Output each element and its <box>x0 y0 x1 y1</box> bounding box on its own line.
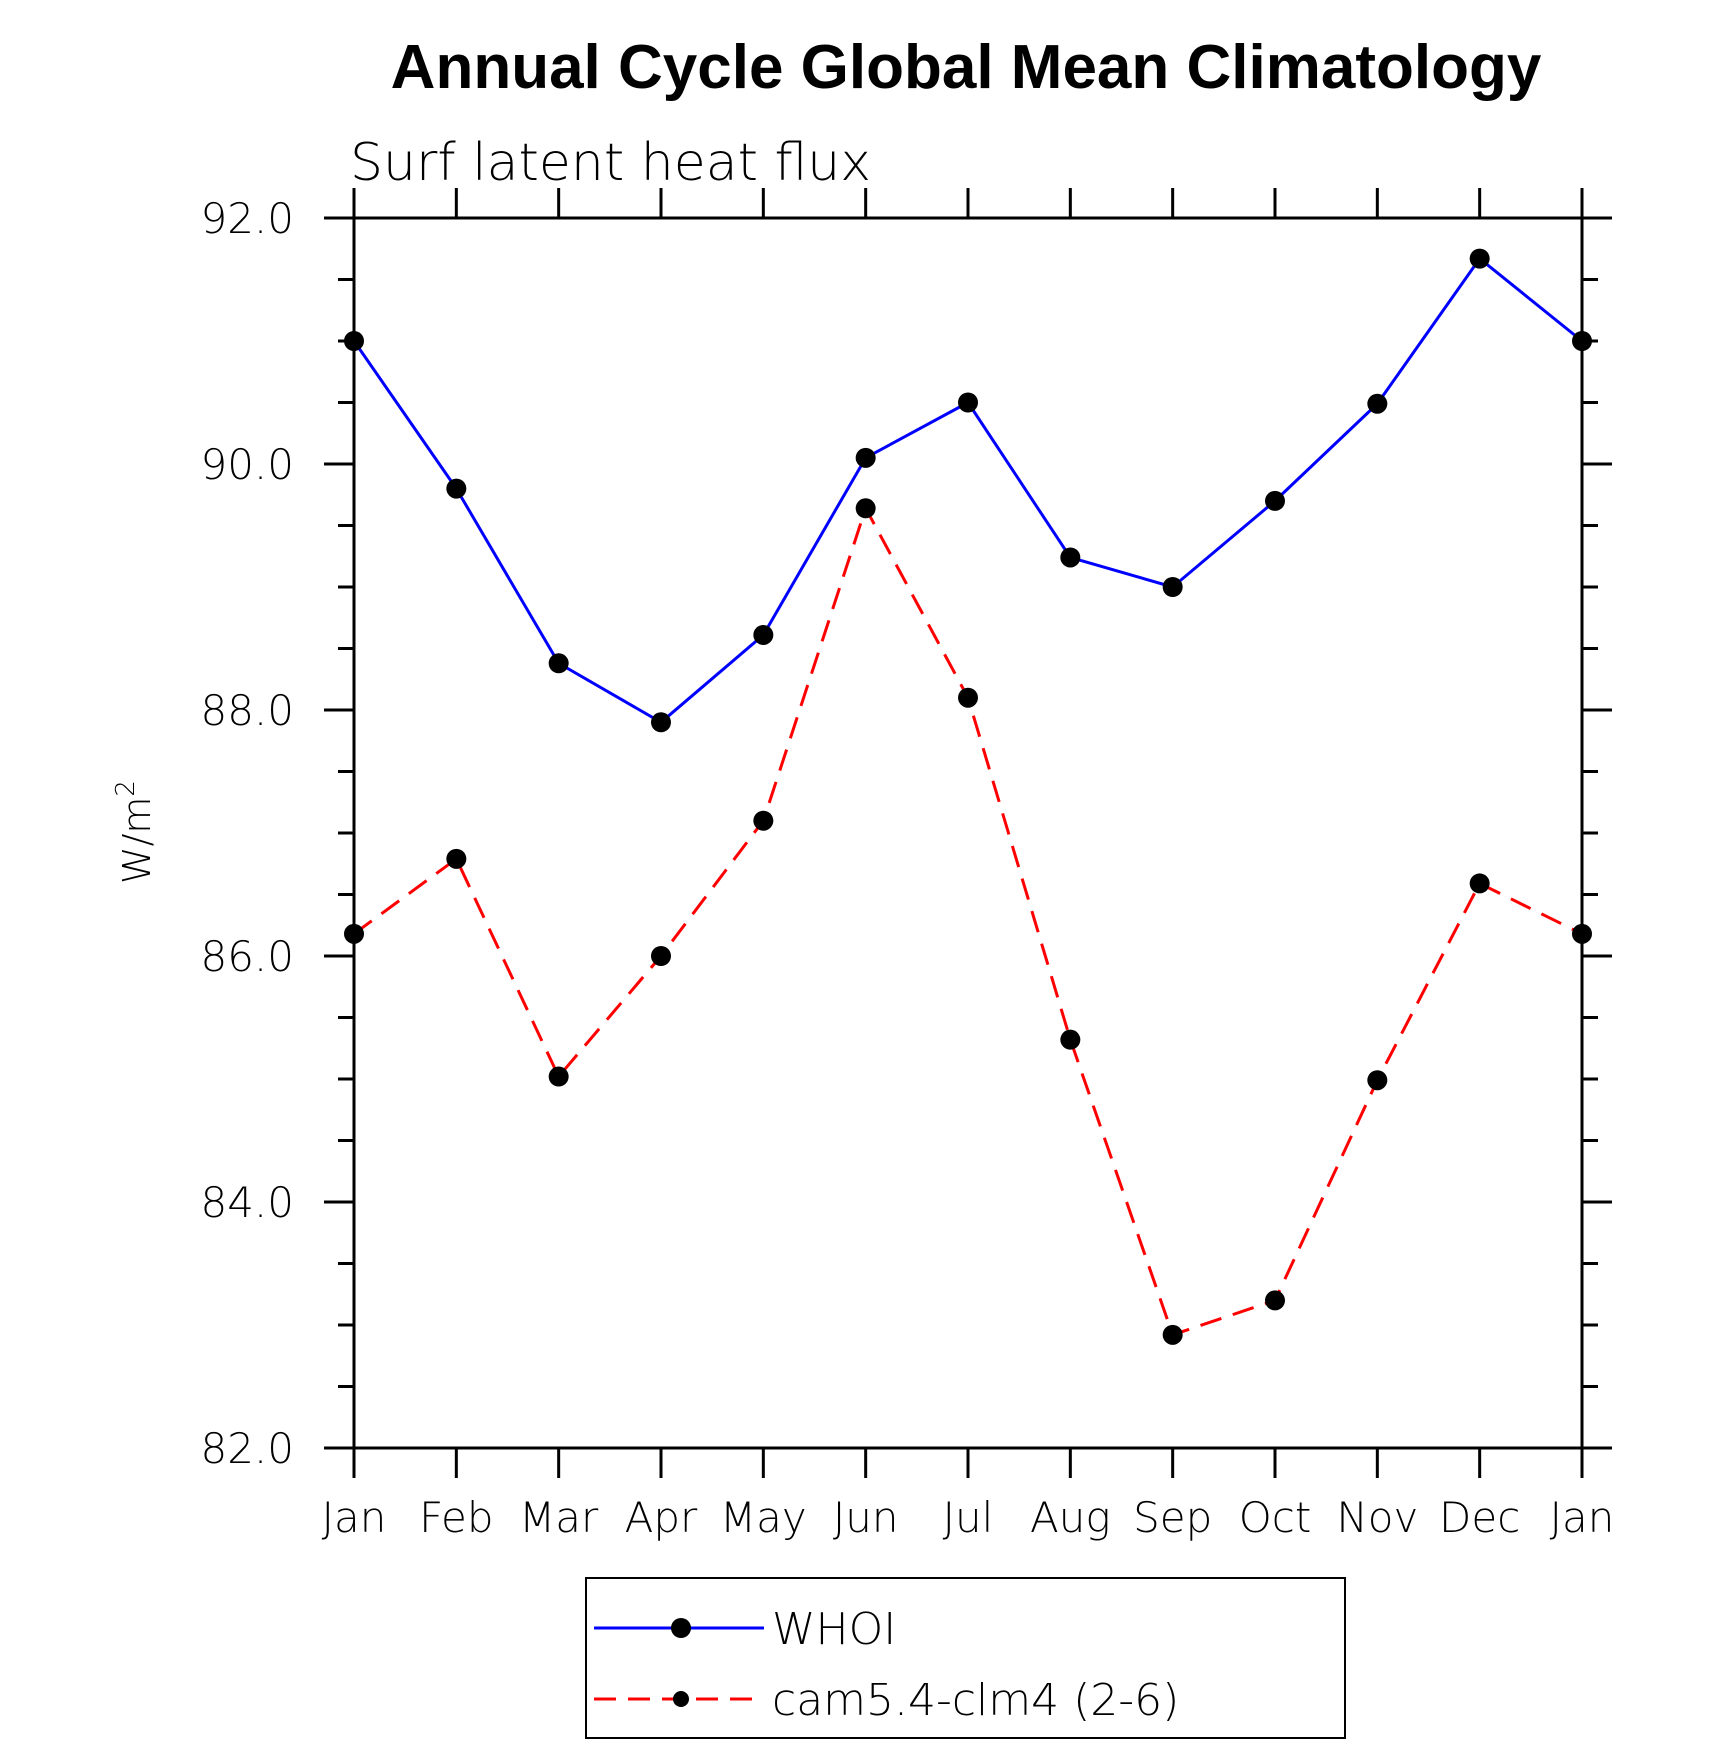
series-point-1 <box>446 848 467 869</box>
series-point-1 <box>1572 923 1592 944</box>
y-tick-label: 82.0 <box>200 1424 294 1473</box>
series-point-1 <box>855 498 876 519</box>
series-point-1 <box>651 946 671 966</box>
x-tick-label: May <box>720 1493 807 1542</box>
y-tick-label: 86.0 <box>200 932 294 981</box>
series-point-0 <box>958 392 978 413</box>
series-point-0 <box>548 653 569 674</box>
series-point-0 <box>1469 248 1490 269</box>
y-tick-labels: 82.0 84.0 86.0 88.0 90.0 92.0 <box>200 194 294 1473</box>
series-points <box>344 248 1592 1345</box>
legend: WHOI cam5.4-clm4 (2-6) <box>585 1577 1346 1739</box>
x-tick-label: Jun <box>833 1493 899 1542</box>
series-point-1 <box>753 810 774 831</box>
y-axis-label-superscript: 2 <box>111 780 141 797</box>
series-point-1 <box>1162 1324 1183 1345</box>
series-lines <box>352 257 1583 1337</box>
legend-marker-cam54-clm4 <box>673 1691 689 1707</box>
x-tick-label: Nov <box>1336 1493 1418 1542</box>
series-point-0 <box>1265 490 1285 511</box>
chart-title: Annual Cycle Global Mean Climatology <box>391 33 1542 102</box>
series-point-1 <box>1367 1070 1388 1091</box>
x-tick-label: Jan <box>322 1493 387 1542</box>
legend-label-whoi: WHOI <box>772 1604 896 1655</box>
legend-box <box>585 1577 1346 1739</box>
y-tick-label: 90.0 <box>200 440 294 489</box>
axes <box>324 188 1612 1478</box>
x-tick-label: Oct <box>1239 1493 1312 1542</box>
x-tick-label: Jan <box>1550 1493 1615 1542</box>
x-tick-label: Mar <box>519 1493 599 1542</box>
series-point-1 <box>1469 873 1490 894</box>
x-tick-label: Apr <box>625 1493 698 1542</box>
x-tick-label: Dec <box>1439 1493 1520 1542</box>
y-axis-label-main: W/m <box>115 797 159 884</box>
series-point-0 <box>1572 331 1592 351</box>
y-tick-label: 88.0 <box>200 686 294 735</box>
series-point-1 <box>344 923 364 944</box>
series-point-0 <box>1060 547 1081 568</box>
series-point-0 <box>1367 393 1388 414</box>
legend-label-cam54-clm4: cam5.4-clm4 (2-6) <box>772 1675 1179 1726</box>
series-point-0 <box>344 331 364 351</box>
x-tick-label: Feb <box>419 1493 493 1542</box>
y-tick-label: 92.0 <box>200 194 294 243</box>
chart-subtitle: Surf latent heat flux <box>350 133 871 193</box>
series-point-1 <box>548 1066 569 1087</box>
x-tick-labels: Jan Feb Mar Apr May Jun Jul Aug Sep Oct Nov Dec Jan <box>322 1493 1615 1542</box>
series-point-0 <box>446 478 467 499</box>
legend-marker-whoi <box>671 1618 691 1638</box>
series-point-0 <box>651 712 671 733</box>
x-tick-label: Sep <box>1133 1493 1212 1542</box>
series-point-1 <box>1060 1029 1081 1050</box>
series-line-0 <box>352 257 1583 724</box>
series-line-1 <box>353 506 1583 1337</box>
series-point-0 <box>753 624 774 645</box>
x-tick-label: Aug <box>1030 1493 1111 1542</box>
series-point-1 <box>958 687 978 708</box>
series-point-0 <box>1162 577 1183 597</box>
y-axis-label: W/m2 <box>111 780 159 884</box>
y-tick-label: 84.0 <box>200 1178 294 1227</box>
y-axis-title: W/m2 <box>111 780 159 884</box>
x-tick-label: Jul <box>943 1493 994 1542</box>
series-point-1 <box>1265 1290 1285 1311</box>
series-point-0 <box>855 447 876 468</box>
